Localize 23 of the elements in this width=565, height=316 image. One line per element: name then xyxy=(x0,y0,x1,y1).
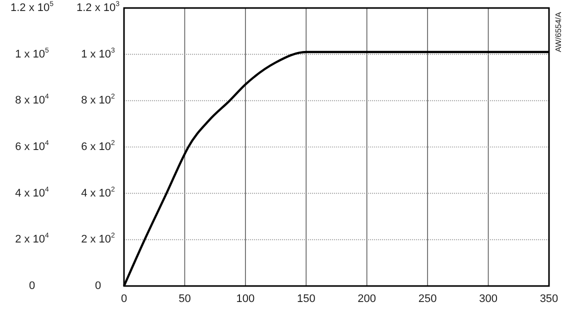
y2-tick-label: 2 x 10$^{4}$ xyxy=(15,233,50,246)
y-tick-label: 1.2 x 10$^{3}$ xyxy=(76,1,120,14)
y-tick-label: 2 x 10$^{2}$ xyxy=(81,233,116,246)
y-tick-label: 8 x 10$^{2}$ xyxy=(81,94,116,107)
x-tick-label: 200 xyxy=(358,293,376,305)
x-tick-label: 50 xyxy=(178,293,191,305)
y2-tick-label: 1.2 x 10$^{5}$ xyxy=(10,1,54,14)
x-tick-label: 0 xyxy=(120,293,128,305)
x-tick-label: 350 xyxy=(540,293,558,305)
text: AW/6554/A xyxy=(554,11,563,52)
y2-tick-label: 1 x 10$^{5}$ xyxy=(15,48,50,60)
y2-tick-label: 0 xyxy=(28,280,36,292)
x-tick-label: 150 xyxy=(296,293,316,305)
y-tick-label: 0 xyxy=(94,280,102,292)
y2-tick-label: 6 x 10$^{4}$ xyxy=(15,140,50,153)
x-tick-label: 250 xyxy=(418,293,437,305)
y2-tick-label: 8 x 10$^{4}$ xyxy=(15,94,50,107)
y-tick-label: 6 x 10$^{2}$ xyxy=(81,140,116,153)
x-tick-label: 100 xyxy=(236,293,255,305)
y-tick-label: 4 x 10$^{2}$ xyxy=(81,186,116,200)
y2-tick-label: 4 x 10$^{4}$ xyxy=(15,186,50,200)
y-tick-label: 1 x 10$^{3}$ xyxy=(81,48,116,60)
x-tick-label: 300 xyxy=(479,293,498,305)
